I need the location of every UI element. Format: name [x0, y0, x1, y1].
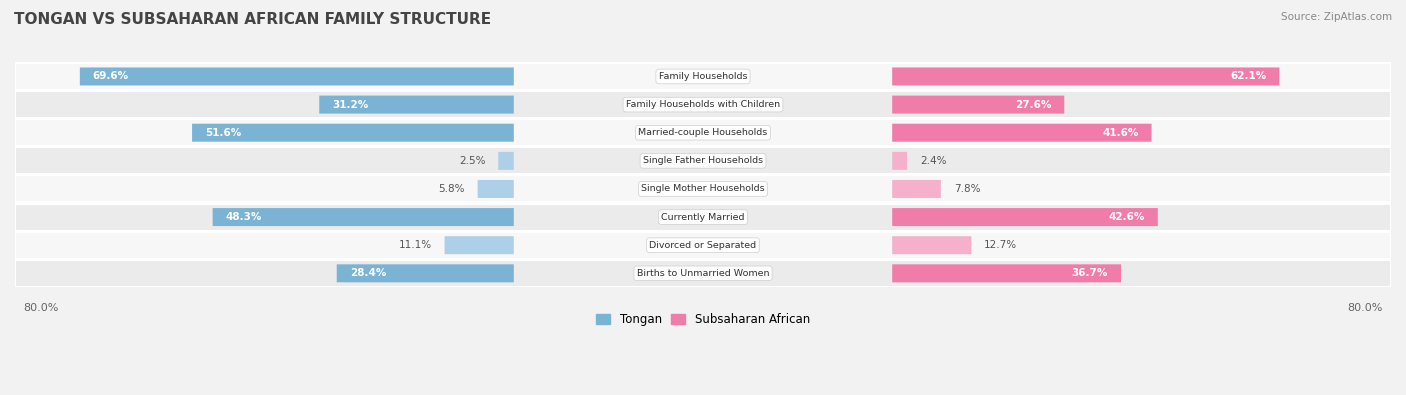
FancyBboxPatch shape — [478, 180, 513, 198]
Text: 31.2%: 31.2% — [332, 100, 368, 109]
Bar — [15, 175, 1391, 203]
FancyBboxPatch shape — [893, 208, 1157, 226]
Text: 12.7%: 12.7% — [984, 240, 1018, 250]
Text: 69.6%: 69.6% — [93, 71, 129, 81]
FancyBboxPatch shape — [212, 208, 513, 226]
Text: Single Mother Households: Single Mother Households — [641, 184, 765, 194]
Text: 80.0%: 80.0% — [24, 303, 59, 313]
Bar — [15, 260, 1391, 287]
FancyBboxPatch shape — [893, 152, 907, 170]
FancyBboxPatch shape — [893, 264, 1121, 282]
Bar — [15, 91, 1391, 118]
FancyBboxPatch shape — [319, 96, 513, 114]
Text: 42.6%: 42.6% — [1108, 212, 1144, 222]
FancyBboxPatch shape — [498, 152, 513, 170]
Legend: Tongan, Subsaharan African: Tongan, Subsaharan African — [592, 308, 814, 331]
FancyBboxPatch shape — [444, 236, 513, 254]
Text: Family Households: Family Households — [659, 72, 747, 81]
Text: 2.5%: 2.5% — [458, 156, 485, 166]
FancyBboxPatch shape — [893, 96, 1064, 114]
Text: 48.3%: 48.3% — [225, 212, 262, 222]
Text: 5.8%: 5.8% — [439, 184, 465, 194]
FancyBboxPatch shape — [893, 180, 941, 198]
Text: TONGAN VS SUBSAHARAN AFRICAN FAMILY STRUCTURE: TONGAN VS SUBSAHARAN AFRICAN FAMILY STRU… — [14, 12, 491, 27]
Bar — [15, 203, 1391, 231]
FancyBboxPatch shape — [336, 264, 513, 282]
Bar — [15, 232, 1391, 259]
Text: 80.0%: 80.0% — [1347, 303, 1382, 313]
Text: 2.4%: 2.4% — [920, 156, 946, 166]
FancyBboxPatch shape — [80, 68, 513, 85]
FancyBboxPatch shape — [893, 236, 972, 254]
FancyBboxPatch shape — [893, 124, 1152, 142]
Text: 36.7%: 36.7% — [1071, 268, 1108, 278]
Text: Family Households with Children: Family Households with Children — [626, 100, 780, 109]
Text: Single Father Households: Single Father Households — [643, 156, 763, 166]
Text: 28.4%: 28.4% — [350, 268, 387, 278]
Text: Currently Married: Currently Married — [661, 213, 745, 222]
Text: 41.6%: 41.6% — [1102, 128, 1139, 138]
Bar — [15, 63, 1391, 90]
Text: 7.8%: 7.8% — [953, 184, 980, 194]
Text: 51.6%: 51.6% — [205, 128, 242, 138]
Bar — [15, 119, 1391, 146]
FancyBboxPatch shape — [193, 124, 513, 142]
Text: Births to Unmarried Women: Births to Unmarried Women — [637, 269, 769, 278]
Text: 11.1%: 11.1% — [398, 240, 432, 250]
Bar — [15, 147, 1391, 174]
Text: Married-couple Households: Married-couple Households — [638, 128, 768, 137]
Text: Divorced or Separated: Divorced or Separated — [650, 241, 756, 250]
FancyBboxPatch shape — [893, 68, 1279, 85]
Text: Source: ZipAtlas.com: Source: ZipAtlas.com — [1281, 12, 1392, 22]
Text: 27.6%: 27.6% — [1015, 100, 1052, 109]
Text: 62.1%: 62.1% — [1230, 71, 1267, 81]
